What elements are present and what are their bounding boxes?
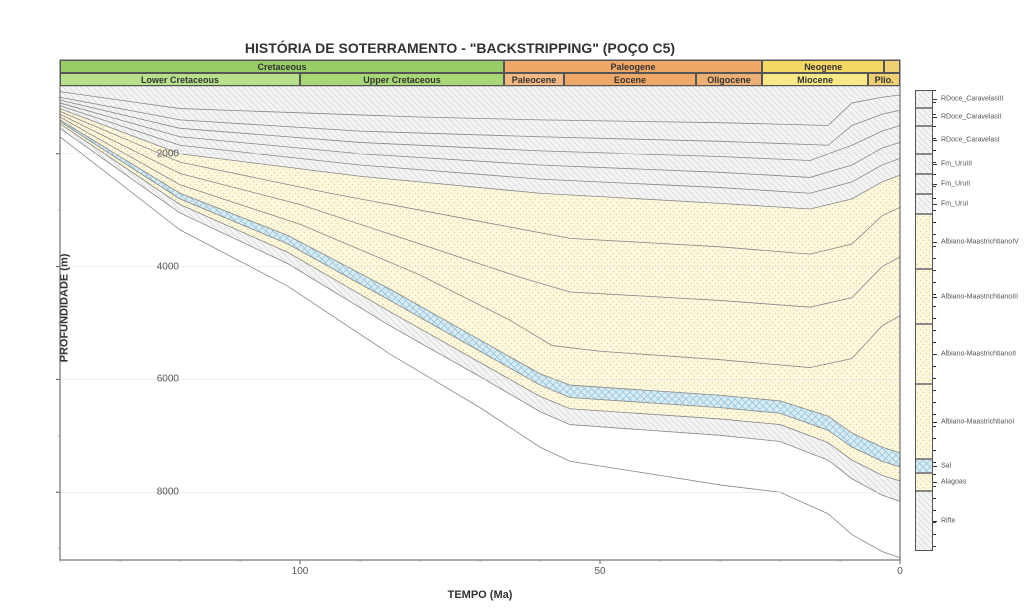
timescale-Plio.: Plio. <box>868 73 900 86</box>
timescale-Lower Cretaceous: Lower Cretaceous <box>60 73 300 86</box>
y-tick-label: 6000 <box>157 374 179 385</box>
y-tick-label: 8000 <box>157 487 179 498</box>
timescale-Paleocene: Paleocene <box>504 73 564 86</box>
legend-swatch-RDoce_CaravelasIII <box>915 90 933 108</box>
legend-label: Albiano-MaastrichtianoIII <box>941 293 1018 300</box>
timescale-Eocene: Eocene <box>564 73 696 86</box>
legend-swatch-RDoce_CaravelasI <box>915 126 933 154</box>
legend-label: RDoce_CaravelasIII <box>941 96 1004 103</box>
legend-label: RDoce_CaravelasI <box>941 137 1000 144</box>
timescale-unnamed <box>884 60 900 73</box>
chart-container: HISTÓRIA DE SOTERRAMENTO - "BACKSTRIPPIN… <box>0 0 1024 616</box>
legend-swatch-Albiano-MaastrichtianoIII <box>915 269 933 324</box>
x-tick-label: 0 <box>897 566 903 577</box>
legend-swatch-RDoce_CaravelasII <box>915 108 933 126</box>
x-tick-label: 100 <box>292 566 309 577</box>
timescale-Oligocene: Oligocene <box>696 73 762 86</box>
legend-swatch-Fm_UruII <box>915 174 933 194</box>
legend-label: Rifte <box>941 518 955 525</box>
timescale-Cretaceous: Cretaceous <box>60 60 504 73</box>
legend-label: Albiano-MaastrichtianoII <box>941 351 1016 358</box>
legend-label: Alagoas <box>941 479 966 486</box>
legend-swatch-Fm_UruIII <box>915 154 933 174</box>
x-tick-label: 50 <box>594 566 605 577</box>
legend-swatch-Albiano-MaastrichtianoIV <box>915 214 933 269</box>
timescale-Neogene: Neogene <box>762 60 884 73</box>
timescale-Upper Cretaceous: Upper Cretaceous <box>300 73 504 86</box>
legend-swatch-Rifte <box>915 491 933 551</box>
y-tick-label: 4000 <box>157 261 179 272</box>
timescale-Paleogene: Paleogene <box>504 60 762 73</box>
y-tick-label: 2000 <box>157 148 179 159</box>
legend-swatch-Fm_UruI <box>915 194 933 214</box>
legend-swatch-Sal <box>915 459 933 473</box>
legend-label: Fm_UruII <box>941 181 970 188</box>
legend-label: Fm_UruIII <box>941 161 972 168</box>
timescale-Miocene: Miocene <box>762 73 868 86</box>
legend-label: RDoce_CaravelasII <box>941 114 1002 121</box>
legend-swatch-Albiano-MaastrichtianoI <box>915 384 933 459</box>
legend-label: Albiano-MaastrichtianoIV <box>941 238 1019 245</box>
legend-swatch-Albiano-MaastrichtianoII <box>915 324 933 384</box>
legend-label: Fm_UruI <box>941 201 968 208</box>
legend-label: Sal <box>941 463 951 470</box>
burial-chart <box>0 0 1024 616</box>
legend-swatch-Alagoas <box>915 473 933 491</box>
legend-label: Albiano-MaastrichtianoI <box>941 418 1014 425</box>
